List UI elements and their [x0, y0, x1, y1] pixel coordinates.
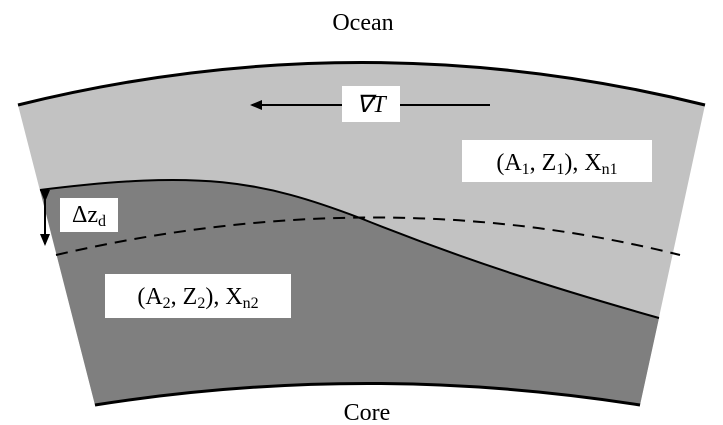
- ocean-label: Ocean: [332, 10, 393, 36]
- label-text: Δz: [72, 202, 98, 228]
- diagram: Ocean Core ∇T (A1, Z1), Xn1 Δzd (A2, Z2)…: [0, 0, 723, 425]
- subscript: 1: [522, 161, 530, 178]
- subscript: n2: [243, 295, 259, 312]
- subscript: 1: [556, 161, 564, 178]
- subscript: n1: [602, 161, 618, 178]
- label-text: ), X: [205, 284, 242, 310]
- subscript: 2: [163, 295, 171, 312]
- label-text: (A: [137, 284, 163, 310]
- label-text: , Z: [530, 150, 557, 176]
- label-text: (A: [496, 150, 522, 176]
- subscript: 2: [197, 295, 205, 312]
- label-text: ), X: [564, 150, 601, 176]
- label-text: , Z: [171, 284, 198, 310]
- subscript: d: [98, 213, 106, 230]
- label-text: ∇T: [356, 92, 387, 118]
- gradient-label: ∇T: [356, 92, 387, 118]
- core-label: Core: [344, 400, 391, 425]
